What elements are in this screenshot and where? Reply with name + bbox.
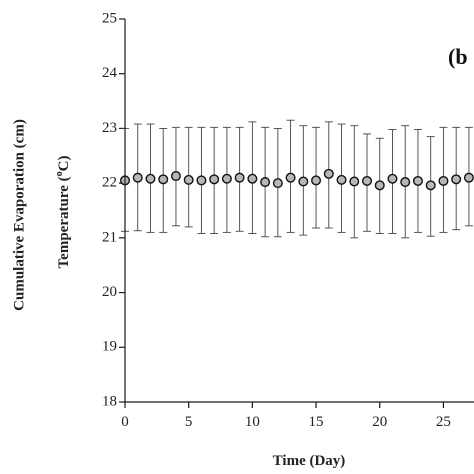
data-point (146, 174, 155, 183)
data-point (248, 174, 257, 183)
x-tick-label: 0 (121, 414, 129, 430)
y-axis-title: Temperature (oC) (54, 156, 73, 269)
y-tick-label: 24 (102, 65, 118, 81)
data-point (261, 178, 270, 187)
y-tick-label: 22 (102, 175, 117, 191)
data-point (133, 173, 142, 182)
data-point (172, 172, 181, 181)
x-axis-title: Time (Day) (273, 453, 346, 469)
y-axis-title-unit: C) (56, 156, 72, 172)
data-point (439, 177, 448, 186)
y-axis: 18 19 20 21 22 23 24 25 (102, 10, 125, 409)
x-tick-label: 20 (372, 414, 387, 430)
x-tick-label: 25 (436, 414, 451, 430)
data-point (465, 173, 474, 182)
data-point (350, 177, 359, 186)
data-point (375, 181, 384, 190)
data-point (401, 178, 410, 187)
y-tick-label: 21 (102, 229, 117, 245)
y-tick-label: 25 (102, 10, 117, 26)
data-point (210, 175, 219, 184)
data-point (337, 176, 346, 185)
outer-y-axis-title: Cumulative Evaporation (cm) (11, 119, 27, 311)
data-point (414, 177, 423, 186)
data-point (452, 175, 461, 184)
data-point (235, 173, 244, 182)
y-tick-label: 20 (102, 284, 117, 300)
data-point (388, 174, 397, 183)
data-series (121, 120, 474, 238)
x-tick-label: 5 (185, 414, 193, 430)
y-tick-label: 19 (102, 339, 117, 355)
data-point (312, 176, 321, 185)
data-point (223, 174, 232, 183)
y-tick-label: 18 (102, 393, 117, 409)
data-point (286, 173, 295, 182)
data-point (184, 176, 193, 185)
data-point (324, 170, 333, 179)
x-tick-label: 10 (245, 414, 260, 430)
panel-label: (b (448, 44, 468, 69)
x-axis: 0 5 10 15 20 25 (121, 402, 451, 430)
data-point (197, 176, 206, 185)
data-point (426, 181, 435, 190)
x-tick-label: 15 (309, 414, 324, 430)
data-point (363, 177, 372, 186)
data-point (159, 175, 168, 184)
y-tick-label: 23 (102, 120, 117, 136)
y-axis-title-main: Temperature ( (56, 176, 72, 268)
data-point (299, 177, 308, 186)
data-point (274, 179, 283, 188)
